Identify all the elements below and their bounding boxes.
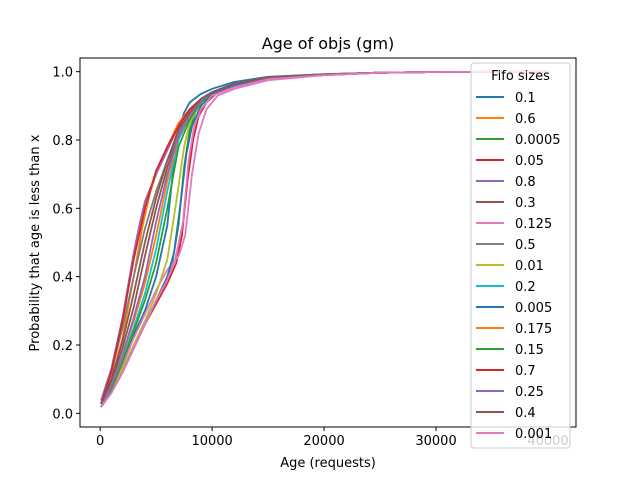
legend-label-16: 0.001 bbox=[515, 427, 552, 442]
y-tick-label: 0.6 bbox=[52, 202, 73, 217]
legend-label-1: 0.6 bbox=[515, 112, 536, 127]
legend-label-11: 0.175 bbox=[515, 322, 552, 337]
y-tick-label: 0.8 bbox=[52, 134, 73, 149]
plot-area bbox=[79, 57, 577, 428]
legend-label-13: 0.7 bbox=[515, 364, 536, 379]
x-axis-label: Age (requests) bbox=[280, 456, 376, 471]
legend-label-4: 0.8 bbox=[515, 175, 536, 190]
legend-label-0: 0.1 bbox=[515, 91, 536, 106]
x-tick-label: 0 bbox=[96, 434, 104, 449]
legend-label-14: 0.25 bbox=[515, 385, 544, 400]
axes-frame bbox=[79, 57, 577, 428]
y-tick-label: 1.0 bbox=[52, 66, 73, 81]
y-axis-label: Probability that age is less than x bbox=[28, 134, 43, 351]
x-tick-label: 10000 bbox=[191, 434, 232, 449]
legend-label-2: 0.0005 bbox=[515, 133, 561, 148]
legend-label-3: 0.05 bbox=[515, 154, 544, 169]
legend: Fifo sizes 0.1 0.6 0.0005 0.05 0.8 0.3 0.125 0.5… bbox=[470, 62, 571, 449]
series-line-16 bbox=[100, 70, 549, 408]
legend-label-7: 0.5 bbox=[515, 238, 536, 253]
legend-label-9: 0.2 bbox=[515, 280, 536, 295]
legend-label-5: 0.3 bbox=[515, 196, 536, 211]
legend-title: Fifo sizes bbox=[491, 69, 550, 84]
y-axis-ticks: 0.0 0.2 0.4 0.6 0.8 1.0 bbox=[52, 66, 80, 422]
legend-label-6: 0.125 bbox=[515, 217, 552, 232]
x-tick-label: 20000 bbox=[303, 434, 344, 449]
legend-label-12: 0.15 bbox=[515, 343, 544, 358]
y-tick-label: 0.0 bbox=[52, 407, 73, 422]
legend-label-15: 0.4 bbox=[515, 406, 536, 421]
y-tick-label: 0.2 bbox=[52, 339, 73, 354]
chart-title: Age of objs (gm) bbox=[262, 34, 395, 53]
legend-label-10: 0.005 bbox=[515, 301, 552, 316]
legend-label-8: 0.01 bbox=[515, 259, 544, 274]
y-tick-label: 0.4 bbox=[52, 271, 73, 286]
x-tick-label: 30000 bbox=[415, 434, 456, 449]
